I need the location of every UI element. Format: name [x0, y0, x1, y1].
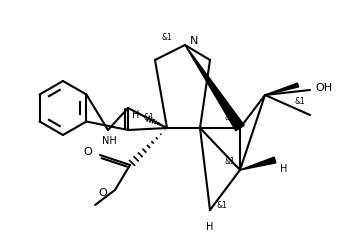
- Text: N: N: [190, 36, 198, 46]
- Text: &1: &1: [217, 201, 228, 210]
- Polygon shape: [265, 83, 299, 95]
- Text: &1: &1: [295, 98, 305, 106]
- Text: H: H: [206, 222, 214, 232]
- Text: &1: &1: [162, 32, 172, 41]
- Text: H: H: [132, 110, 139, 120]
- Text: O: O: [98, 188, 107, 198]
- Polygon shape: [240, 157, 276, 170]
- Text: OH: OH: [315, 83, 332, 93]
- Text: &1: &1: [224, 158, 235, 166]
- Polygon shape: [185, 45, 244, 131]
- Text: O: O: [83, 147, 92, 157]
- Text: H: H: [280, 164, 287, 174]
- Text: &1: &1: [224, 113, 235, 122]
- Text: &1: &1: [144, 113, 154, 122]
- Text: NH: NH: [102, 136, 116, 146]
